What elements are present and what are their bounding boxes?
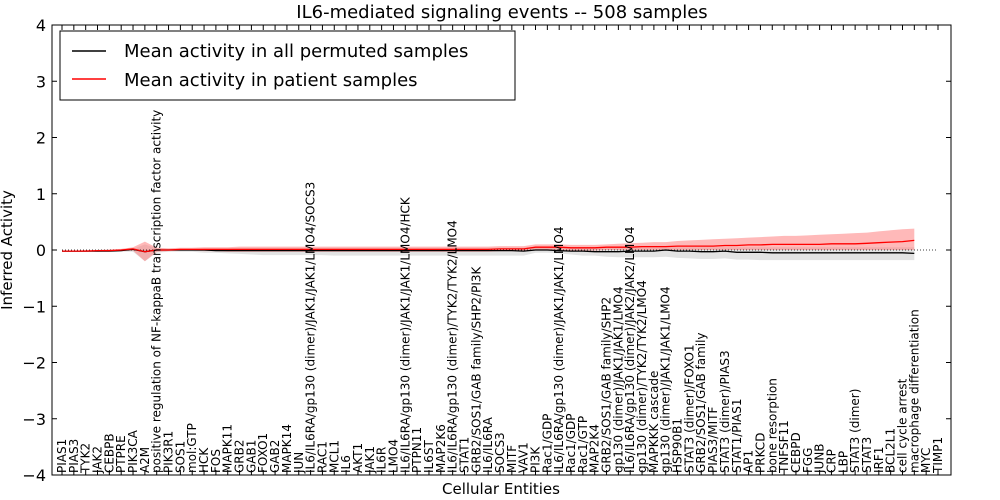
y-tick-label: 3	[36, 72, 46, 91]
y-tick-label: −4	[22, 466, 46, 485]
x-tick-label: PIAS1	[55, 439, 69, 473]
legend-label-permuted: Mean activity in all permuted samples	[124, 41, 468, 62]
x-tick-label: BCL2L1	[884, 428, 898, 473]
plot-frame	[51, 24, 952, 476]
legend-label-patient: Mean activity in patient samples	[124, 70, 418, 91]
legend: Mean activity in all permuted samples Me…	[59, 30, 516, 101]
x-tick-label: STAT3	[860, 437, 874, 473]
x-tick-label: TNFSF11	[777, 420, 791, 474]
x-tick-label: CRP	[825, 449, 839, 473]
x-tick-label: bone resorption	[765, 378, 779, 473]
x-tick-label: IL6R	[375, 447, 389, 473]
x-tick-label: GAB1	[244, 440, 258, 473]
x-tick-label: IL6/IL6RA	[481, 416, 495, 473]
x-tick-label: SOCS3	[493, 432, 507, 473]
x-tick-label: GAB2	[268, 440, 282, 473]
x-tick-label: mol:GTP	[185, 423, 199, 473]
x-tick-label: MAP2K6	[434, 424, 448, 473]
y-tick-label: 1	[36, 185, 46, 204]
x-tick-label: IL6ST	[422, 440, 436, 473]
chart-title: IL6-mediated signaling events -- 508 sam…	[296, 2, 707, 23]
x-tick-label: MITF	[505, 445, 519, 473]
x-tick-label: AP1	[742, 450, 756, 473]
x-axis-label: Cellular Entities	[442, 480, 560, 498]
x-tick-label: macrophage differentiation	[907, 309, 921, 473]
legend-box	[59, 30, 516, 101]
x-tick-label: IL6	[339, 455, 353, 473]
x-tick-label: PIAS3	[67, 439, 81, 473]
x-tick-label: SOS1	[173, 441, 187, 473]
x-tick-label: MAPKKK cascade	[647, 371, 661, 473]
x-tick-label: STAT1/PIAS1	[730, 398, 744, 473]
x-tick-label: JAK2	[91, 446, 105, 474]
x-tick-label: IL6/IL6RA/gp130 (dimer)/TYK2/TYK2/LMO4	[446, 220, 460, 473]
x-tick-label: STAT3 (dimer)/PIAS3	[718, 350, 732, 473]
x-tick-label: gp130 (dimer)/TYK2/TYK2/LMO4	[635, 280, 649, 473]
x-tick-label: gp130 (dimer)/JAK1/JAK1/LMO4	[611, 286, 625, 473]
x-tick-label: IL6/IL6RA/gp130 (dimer)/JAK2/JAK2/LMO4	[623, 227, 637, 473]
x-tick-label: IRF1	[872, 447, 886, 473]
x-tick-label: PTPRE	[114, 435, 128, 473]
y-axis-label: Inferred Activity	[0, 190, 16, 310]
x-tick-label: IL6/IL6RA/gp130 (dimer)/JAK1/JAK1/LMO4	[552, 227, 566, 473]
x-tick-label: AKT1	[351, 443, 365, 473]
x-tick-label: HCK	[197, 447, 211, 473]
x-tick-label: PI3K	[529, 446, 543, 473]
x-tick-label: MAP2K4	[588, 424, 602, 473]
x-tick-label: PIK3CA	[126, 429, 140, 473]
x-tick-label: FGG	[801, 448, 815, 474]
x-tick-label: IL6/IL6RA/gp130 (dimer)/JAK1/JAK1/LMO4/S…	[304, 182, 318, 473]
x-tick-label: GRB2/SOS1/GAB family/SHP2/PI3K	[469, 265, 483, 473]
x-tick-label: FOS	[209, 449, 223, 473]
x-tick-label: MAPK11	[221, 424, 235, 473]
x-tick-label: STAT3 (dimer)/FOXO1	[682, 344, 696, 473]
y-axis-ticks: 4 3 2 1 0 −1 −2 −3 −4	[22, 16, 951, 485]
x-tick-label: RAC1	[315, 441, 329, 473]
x-tick-label: GRB2/SOS1/GAB family	[694, 332, 708, 473]
x-tick-label: JUN	[292, 452, 306, 474]
y-tick-label: 0	[36, 241, 46, 260]
series-line-patient	[62, 239, 915, 253]
x-tick-label: Rac1/GDP	[564, 413, 578, 472]
x-tick-label: gp130 (dimer)/JAK1/JAK1/LMO4	[659, 286, 673, 473]
y-tick-label: 4	[36, 16, 46, 35]
x-tick-label: positive regulation of NF-kappaB transcr…	[150, 110, 164, 473]
x-tick-label: JUNB	[813, 443, 827, 474]
x-tick-label: PRKCD	[753, 433, 767, 473]
x-tick-label: PIK3R1	[162, 431, 176, 473]
x-axis-ticks: PIAS1PIAS3TYK2JAK2CEBPBPTPREPIK3CAA2Mpos…	[55, 25, 945, 475]
y-tick-label: −2	[22, 354, 46, 373]
x-tick-label: STAT3 (dimer)	[848, 389, 862, 473]
y-tick-label: −3	[22, 410, 46, 429]
x-tick-label: MAPK14	[280, 424, 294, 473]
x-tick-label: A2M	[138, 447, 152, 473]
x-tick-label: IL6/IL6RA/gp130 (dimer)/JAK1/JAK1/LMO4/H…	[398, 196, 412, 473]
x-tick-label: STAT1	[458, 437, 472, 473]
x-tick-label: HSP90B1	[671, 418, 685, 473]
x-tick-label: TYK2	[79, 443, 93, 474]
x-tick-label: FOXO1	[256, 433, 270, 473]
x-tick-label: LMO4	[387, 439, 401, 473]
x-tick-label: PIAS3/MITF	[706, 407, 720, 474]
x-tick-label: CEBPB	[102, 433, 116, 473]
x-tick-label: LBP	[836, 451, 850, 473]
y-tick-label: 2	[36, 129, 46, 148]
series-lines	[62, 239, 938, 255]
x-tick-label: GRB2/SOS1/GAB family/SHP2	[600, 297, 614, 473]
x-tick-label: JAK1	[363, 446, 377, 474]
x-tick-label: MCL1	[327, 440, 341, 473]
x-tick-label: Rac1/GTP	[576, 416, 590, 473]
x-tick-label: VAV1	[517, 442, 531, 473]
x-tick-label: MYC	[919, 448, 933, 473]
x-tick-label: TIMP1	[931, 437, 945, 474]
x-tick-label: cell cycle arrest	[896, 378, 910, 473]
x-tick-label: CEBPD	[789, 432, 803, 473]
x-tick-label: PTPN11	[410, 427, 424, 473]
x-tick-label: GRB2	[233, 440, 247, 474]
x-tick-label: Rac1/GDP	[540, 414, 554, 473]
y-tick-label: −1	[22, 297, 46, 316]
